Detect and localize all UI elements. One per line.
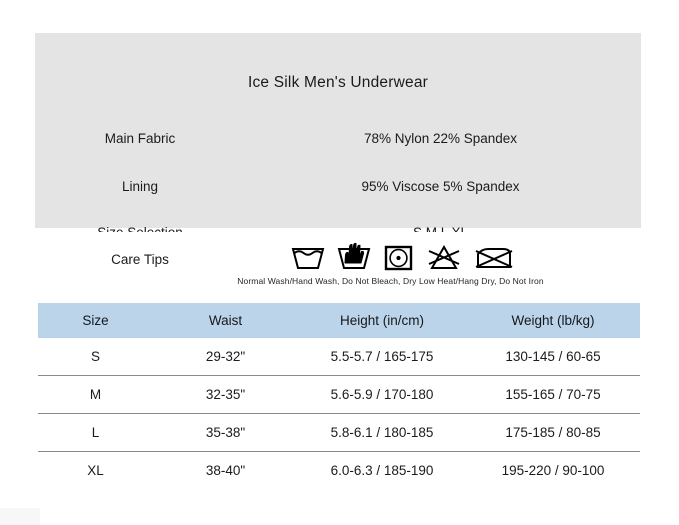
spec-label-main-fabric: Main Fabric bbox=[104, 131, 176, 146]
care-symbol-group bbox=[290, 237, 515, 277]
spec-row-main-fabric: Main Fabric 78% Nylon 22% Spandex bbox=[35, 131, 641, 153]
cell-size: L bbox=[38, 413, 153, 452]
cell-size: XL bbox=[87, 463, 104, 478]
cell-height: 6.0-6.3 / 185-190 bbox=[330, 463, 434, 478]
table-row: XL 38-40" 6.0-6.3 / 185-190 195-220 / 90… bbox=[38, 452, 640, 490]
product-title: Ice Silk Men's Underwear bbox=[247, 74, 429, 91]
table-row: L 35-38" 5.8-6.1 / 180-185 175-185 / 80-… bbox=[38, 413, 640, 452]
spec-label-lining: Lining bbox=[121, 179, 159, 194]
cell-size: M bbox=[38, 375, 153, 414]
tumble-dry-low-icon bbox=[383, 242, 415, 272]
column-header-size: Size bbox=[38, 303, 153, 338]
column-header-weight: Weight (lb/kg) bbox=[466, 303, 640, 338]
cell-waist: 29-32" bbox=[153, 338, 298, 376]
cell-weight: 195-220 / 90-100 bbox=[501, 463, 605, 478]
do-not-iron-icon bbox=[473, 242, 515, 272]
cell-waist: 35-38" bbox=[153, 413, 298, 452]
table-header-row: Size Waist Height (in/cm) Weight (lb/kg) bbox=[38, 303, 640, 338]
cell-height: 5.6-5.9 / 170-180 bbox=[298, 375, 466, 414]
cell-weight: 175-185 / 80-85 bbox=[466, 413, 640, 452]
size-chart-table: Size Waist Height (in/cm) Weight (lb/kg)… bbox=[38, 303, 640, 489]
cell-height: 5.5-5.7 / 165-175 bbox=[298, 338, 466, 376]
do-not-bleach-icon bbox=[425, 242, 463, 272]
corner-artifact bbox=[0, 508, 40, 525]
cell-waist: 32-35" bbox=[153, 375, 298, 414]
spec-value-main-fabric: 78% Nylon 22% Spandex bbox=[363, 131, 518, 146]
table-row: S 29-32" 5.5-5.7 / 165-175 130-145 / 60-… bbox=[38, 338, 640, 376]
cell-height: 5.8-6.1 / 180-185 bbox=[298, 413, 466, 452]
spec-row-lining: Lining 95% Viscose 5% Spandex bbox=[35, 179, 641, 201]
spec-value-lining: 95% Viscose 5% Spandex bbox=[361, 179, 520, 194]
table-row: M 32-35" 5.6-5.9 / 170-180 155-165 / 70-… bbox=[38, 375, 640, 414]
cell-size: S bbox=[38, 338, 153, 376]
care-tips-caption: Normal Wash/Hand Wash, Do Not Bleach, Dr… bbox=[237, 276, 544, 286]
cell-weight: 130-145 / 60-65 bbox=[466, 338, 640, 376]
cell-waist: 38-40" bbox=[205, 463, 246, 478]
column-header-height: Height (in/cm) bbox=[298, 303, 466, 338]
column-header-waist: Waist bbox=[153, 303, 298, 338]
cell-weight: 155-165 / 70-75 bbox=[466, 375, 640, 414]
care-tips-label: Care Tips bbox=[111, 252, 169, 267]
care-tips-block: Care Tips bbox=[35, 232, 641, 298]
product-spec-panel: Ice Silk Men's Underwear Main Fabric 78%… bbox=[35, 33, 641, 240]
normal-wash-icon bbox=[290, 242, 326, 272]
hand-wash-icon bbox=[336, 242, 372, 272]
